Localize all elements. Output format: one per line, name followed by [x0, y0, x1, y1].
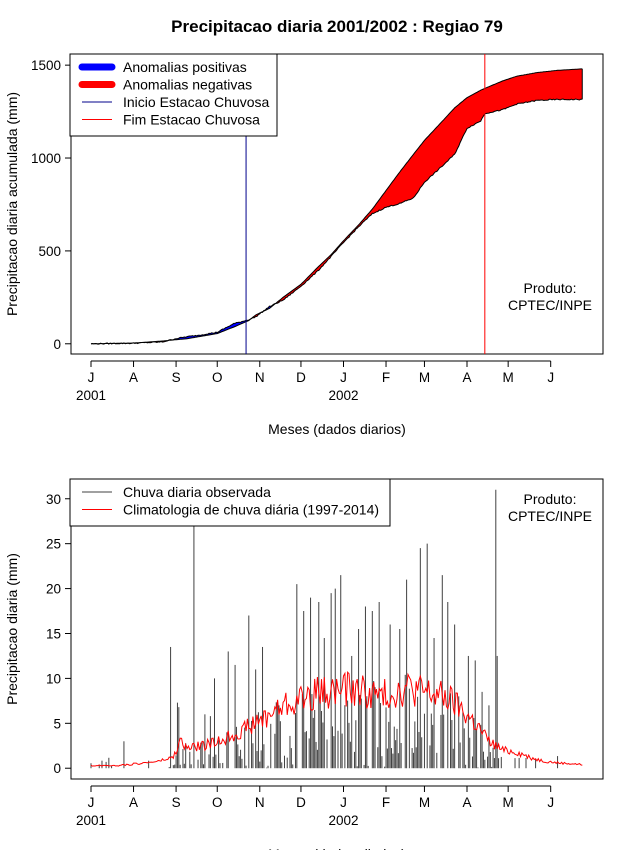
- x-tick-label: M: [503, 795, 514, 810]
- x-year-label: 2002: [328, 813, 358, 828]
- x-axis-label: Meses (dados diarios): [268, 421, 406, 437]
- x-tick-label: F: [382, 370, 390, 385]
- x-tick-label: N: [255, 370, 265, 385]
- legend-label: Chuva diaria observada: [123, 484, 271, 500]
- x-tick-label: N: [255, 795, 265, 810]
- x-tick-label: D: [296, 795, 306, 810]
- negative-anomaly-area: [276, 68, 583, 304]
- x-tick-label: J: [547, 795, 554, 810]
- product-annotation: CPTEC/INPE: [508, 508, 592, 524]
- y-axis-label: Precipitacao diaria (mm): [4, 553, 20, 705]
- x-tick-label: O: [212, 795, 223, 810]
- x-tick-label: J: [547, 370, 554, 385]
- x-tick-label: D: [296, 370, 306, 385]
- legend-label: Inicio Estacao Chuvosa: [123, 94, 270, 110]
- x-axis-label: Meses (dados diarios): [268, 846, 406, 850]
- legend-label: Fim Estacao Chuvosa: [123, 112, 260, 128]
- x-tick-label: O: [212, 370, 223, 385]
- x-tick-label: A: [462, 795, 471, 810]
- x-tick-label: J: [340, 370, 347, 385]
- x-tick-label: F: [382, 795, 390, 810]
- legend-label: Anomalias positivas: [123, 59, 247, 75]
- climatology-cumulative-line: [91, 68, 583, 345]
- x-tick-label: A: [462, 370, 471, 385]
- x-tick-label: M: [419, 370, 430, 385]
- legend-label: Climatologia de chuva diária (1997-2014): [123, 502, 379, 518]
- x-tick-label: J: [340, 795, 347, 810]
- y-axis-label: Precipitacao diaria acumulada (mm): [4, 92, 20, 316]
- y-tick-label: 1000: [31, 151, 61, 166]
- x-year-label: 2002: [328, 388, 358, 403]
- daily-precipitation-chart: 0 5 10 15 20 25 30 J A S O N D J F M A M J 2001 2002 Meses (d…: [4, 478, 604, 850]
- y-tick-label: 0: [53, 337, 61, 352]
- x-tick-label: S: [172, 795, 181, 810]
- product-annotation: Produto:: [524, 491, 577, 507]
- x-tick-label: A: [129, 795, 138, 810]
- legend-box: [69, 478, 391, 527]
- y-tick-label: 1500: [31, 58, 61, 73]
- x-tick-label: J: [88, 795, 95, 810]
- chart-title: Precipitacao diaria 2001/2002 : Regiao 7…: [171, 17, 503, 36]
- plot-frame: [70, 53, 604, 355]
- y-tick-label: 10: [46, 671, 61, 686]
- x-tick-label: A: [129, 370, 138, 385]
- climatology-daily-line: [90, 670, 583, 767]
- y-tick-label: 15: [46, 626, 61, 641]
- cumulative-precipitation-chart: 0 500 1000 1500 J A S O N D J F M A M J 2001 2002 Meses (d…: [4, 53, 604, 437]
- x-tick-label: M: [419, 795, 430, 810]
- legend-label: Anomalias negativas: [123, 77, 252, 93]
- x-tick-label: M: [503, 370, 514, 385]
- x-tick-label: J: [88, 370, 95, 385]
- y-tick-label: 5: [53, 716, 61, 731]
- y-tick-label: 20: [46, 582, 61, 597]
- product-annotation: CPTEC/INPE: [508, 297, 592, 313]
- y-tick-label: 500: [38, 244, 61, 259]
- x-year-label: 2001: [76, 813, 106, 828]
- y-tick-label: 30: [46, 492, 61, 507]
- x-year-label: 2001: [76, 388, 106, 403]
- product-annotation: Produto:: [524, 280, 577, 296]
- x-tick-label: S: [172, 370, 181, 385]
- y-tick-label: 0: [53, 761, 61, 776]
- y-tick-label: 25: [46, 537, 61, 552]
